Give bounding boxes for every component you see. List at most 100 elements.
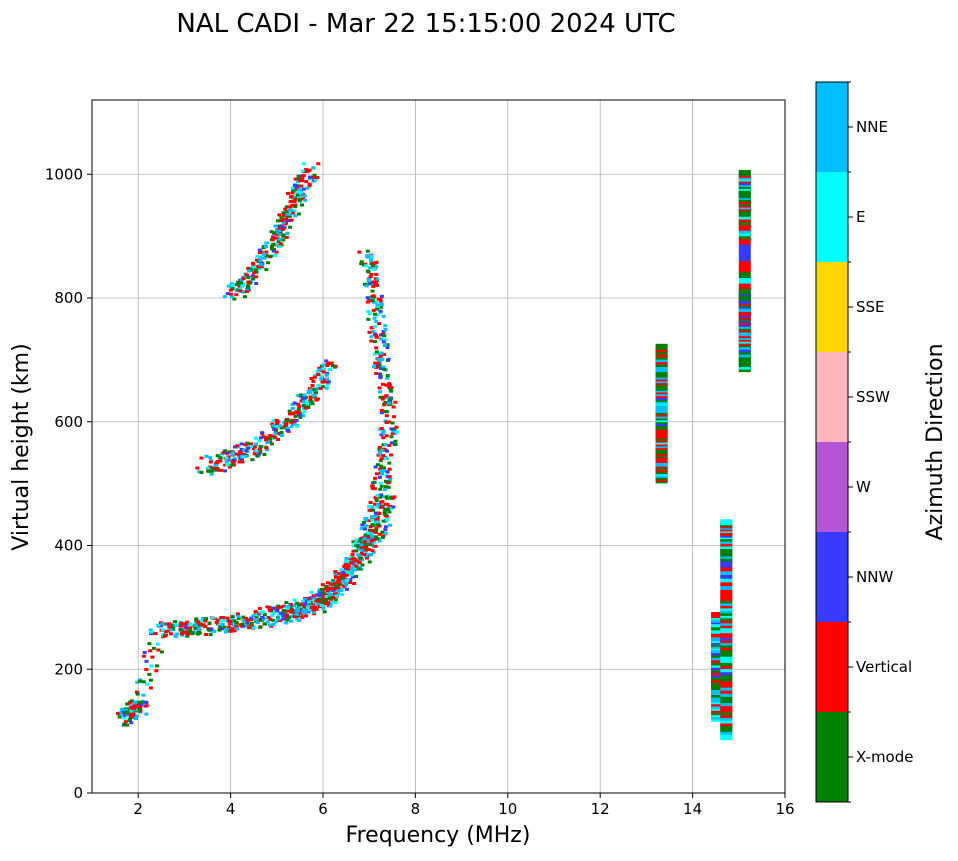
echo-point bbox=[254, 448, 259, 452]
echo-point bbox=[215, 454, 220, 458]
echo-point bbox=[308, 398, 313, 402]
echo-point bbox=[655, 343, 668, 350]
echo-point bbox=[159, 624, 164, 628]
echo-point bbox=[254, 450, 259, 454]
echo-point bbox=[303, 168, 308, 172]
echo-point bbox=[196, 627, 201, 631]
echo-point bbox=[383, 488, 387, 491]
echo-point bbox=[353, 541, 358, 545]
echo-point bbox=[367, 276, 372, 280]
echo-point bbox=[368, 312, 372, 316]
echo-point bbox=[281, 609, 286, 612]
colorbar-segment bbox=[816, 82, 848, 172]
echo-point bbox=[234, 625, 239, 629]
echo-point bbox=[364, 556, 369, 560]
echo-point bbox=[738, 255, 751, 262]
echo-point bbox=[230, 453, 235, 457]
echo-point bbox=[175, 623, 180, 627]
echo-point bbox=[333, 601, 338, 605]
echo-point bbox=[299, 189, 304, 193]
echo-point bbox=[343, 562, 348, 566]
echo-point bbox=[341, 584, 346, 588]
echo-point bbox=[384, 410, 389, 414]
echo-point bbox=[272, 606, 277, 610]
echo-point bbox=[126, 710, 131, 714]
echo-point bbox=[351, 556, 356, 560]
echo-point bbox=[290, 211, 295, 215]
echo-point bbox=[286, 616, 291, 620]
echo-point bbox=[378, 495, 383, 499]
echo-point bbox=[288, 200, 293, 203]
echo-point bbox=[179, 622, 184, 626]
echo-point bbox=[381, 436, 386, 440]
echo-point bbox=[201, 623, 205, 627]
echo-point bbox=[357, 250, 362, 254]
echo-point bbox=[251, 447, 256, 450]
echo-point bbox=[296, 411, 301, 415]
echo-point bbox=[149, 664, 154, 668]
echo-point bbox=[275, 609, 280, 613]
echo-point bbox=[209, 627, 214, 631]
echo-point bbox=[245, 618, 250, 622]
echo-point bbox=[328, 593, 333, 597]
echo-point bbox=[366, 309, 371, 313]
echo-point bbox=[281, 233, 286, 237]
echo-point bbox=[369, 326, 374, 330]
echo-point bbox=[254, 270, 259, 274]
echo-point bbox=[373, 332, 378, 336]
echo-point bbox=[354, 564, 359, 568]
echo-point bbox=[278, 611, 283, 615]
colorbar-segment bbox=[816, 532, 848, 622]
echo-point bbox=[257, 452, 262, 456]
echo-point bbox=[273, 620, 278, 624]
echo-point bbox=[384, 414, 389, 418]
echo-point bbox=[300, 169, 305, 173]
echo-point bbox=[281, 221, 286, 225]
echo-point bbox=[366, 548, 371, 551]
echo-point bbox=[303, 598, 308, 601]
echo-point bbox=[218, 456, 223, 460]
echo-point bbox=[367, 560, 372, 564]
echo-point bbox=[311, 594, 316, 598]
echo-point bbox=[378, 305, 383, 309]
echo-point bbox=[359, 262, 364, 266]
echo-point bbox=[320, 599, 325, 603]
echo-point bbox=[245, 621, 250, 625]
echo-point bbox=[319, 603, 324, 607]
echo-point bbox=[385, 376, 390, 380]
echo-point bbox=[386, 508, 391, 512]
echo-point bbox=[301, 611, 306, 615]
echo-point bbox=[280, 219, 284, 222]
echo-point bbox=[378, 487, 383, 491]
echo-point bbox=[306, 390, 311, 394]
echo-point bbox=[337, 581, 342, 585]
echo-point bbox=[142, 654, 147, 658]
echo-point bbox=[373, 502, 378, 506]
echo-point bbox=[378, 467, 383, 471]
echo-point bbox=[195, 466, 200, 470]
echo-point bbox=[282, 421, 287, 424]
y-tick-label: 0 bbox=[73, 784, 83, 802]
echo-point bbox=[309, 400, 314, 404]
echo-point bbox=[227, 450, 232, 454]
echo-point bbox=[370, 524, 375, 528]
echo-point bbox=[309, 596, 314, 600]
echo-point bbox=[375, 517, 380, 521]
echo-point bbox=[135, 680, 140, 684]
echo-point bbox=[324, 373, 329, 377]
echo-point bbox=[378, 390, 382, 394]
echo-point bbox=[348, 578, 353, 582]
echo-point bbox=[380, 358, 385, 362]
echo-point bbox=[275, 236, 280, 240]
echo-point bbox=[275, 432, 280, 435]
echo-point bbox=[383, 401, 388, 404]
echo-point bbox=[382, 352, 387, 356]
echo-point bbox=[125, 702, 130, 706]
echo-point bbox=[319, 374, 324, 378]
echo-point bbox=[331, 601, 336, 605]
echo-point bbox=[720, 700, 733, 707]
echo-point bbox=[125, 723, 130, 727]
echo-point bbox=[383, 443, 388, 447]
echo-point bbox=[139, 700, 144, 704]
